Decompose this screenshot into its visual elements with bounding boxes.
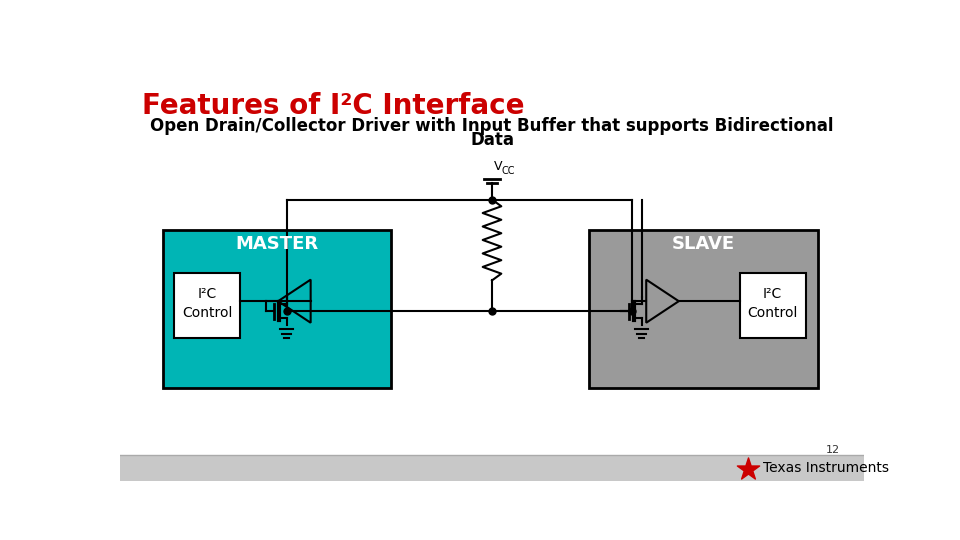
Text: I²C: I²C (763, 287, 782, 301)
Polygon shape (278, 280, 311, 323)
Bar (588, 231, 818, 388)
Polygon shape (646, 280, 679, 323)
Bar (120, 455, 864, 481)
Text: MASTER: MASTER (235, 235, 319, 253)
Text: Features of I²C Interface: Features of I²C Interface (142, 92, 524, 120)
Text: SLAVE: SLAVE (672, 235, 734, 253)
Bar (162, 231, 392, 388)
Text: Control: Control (748, 306, 798, 320)
Bar (740, 273, 805, 338)
Text: Texas Instruments: Texas Instruments (763, 461, 889, 475)
Text: Open Drain/Collector Driver with Input Buffer that supports Bidirectional: Open Drain/Collector Driver with Input B… (151, 117, 833, 135)
Text: 12: 12 (826, 445, 840, 455)
Text: Data: Data (470, 131, 514, 149)
Text: CC: CC (501, 166, 515, 176)
Bar (175, 273, 240, 338)
Text: Control: Control (182, 306, 232, 320)
Text: V: V (494, 160, 503, 173)
Text: I²C: I²C (198, 287, 217, 301)
